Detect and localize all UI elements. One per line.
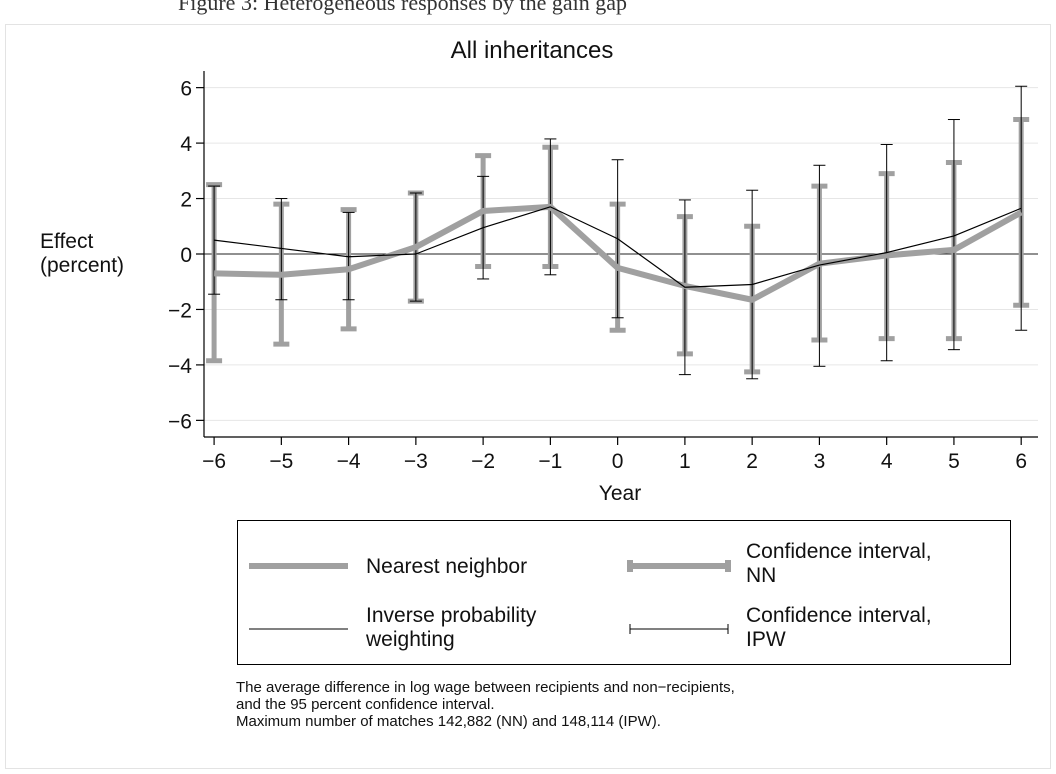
x-tick-label: 3	[814, 450, 826, 473]
x-tick-label: −1	[538, 450, 562, 473]
figure-caption: Figure 3: Heterogeneous responses by the…	[178, 0, 628, 15]
nn-line	[214, 203, 1023, 303]
y-tick-label: −4	[168, 355, 192, 378]
x-axis: −6 −5 −4 −3 −2 −1 0 1 2 3 4 5 6	[202, 436, 1038, 473]
ipw-ci	[342, 211, 355, 301]
legend-key-nn-ci	[627, 560, 731, 572]
note-line-3: Maximum number of matches 142,882 (NN) a…	[236, 713, 661, 730]
y-axis-label-line-1: Effect	[40, 230, 93, 253]
x-tick-label: 6	[1015, 450, 1027, 473]
legend-box	[237, 520, 1011, 665]
y-tick-label: 2	[180, 189, 192, 212]
y-tick-label: 6	[180, 78, 192, 101]
note-line-2: and the 95 percent confidence interval.	[236, 696, 495, 713]
y-axis: −6 −4 −2 0 2 4 6	[168, 71, 205, 437]
legend-label-ipw-ci-line-2: IPW	[746, 628, 786, 651]
x-axis-label: Year	[599, 482, 641, 505]
x-tick-label: −2	[471, 450, 495, 473]
legend-key-ipw-ci	[629, 624, 729, 634]
x-tick-label: 5	[948, 450, 960, 473]
legend-label-ipw-line-1: Inverse probability	[366, 604, 537, 627]
legend-label-nn-ci-line-2: NN	[746, 564, 776, 587]
x-tick-label: −3	[404, 450, 428, 473]
x-tick-label: 1	[679, 450, 691, 473]
y-tick-label: 0	[180, 244, 192, 267]
nn-line-group	[214, 203, 1023, 303]
x-tick-label: 0	[612, 450, 624, 473]
grid-lines	[204, 87, 1038, 421]
y-tick-label: 4	[180, 133, 192, 156]
ipw-ci	[275, 198, 288, 301]
ipw-line-group	[214, 206, 1022, 288]
ipw-confidence-intervals	[208, 85, 1028, 380]
x-tick-label: −5	[269, 450, 293, 473]
note-line-1: The average difference in log wage betwe…	[236, 679, 735, 696]
y-tick-label: −6	[168, 410, 192, 433]
y-tick-label: −2	[168, 299, 192, 322]
figure-caption-clipped: Figure 3: Heterogeneous responses by the…	[0, 0, 1056, 24]
chart-title: All inheritances	[451, 37, 614, 64]
legend-label-ipw-line-2: weighting	[365, 628, 455, 651]
legend-label-ipw-ci-line-1: Confidence interval,	[746, 604, 932, 627]
legend: Nearest neighbor Confidence interval, NN…	[237, 520, 1011, 665]
x-tick-label: −4	[337, 450, 361, 473]
legend-label-nn-ci-line-1: Confidence interval,	[746, 540, 932, 563]
x-tick-label: 2	[746, 450, 758, 473]
ipw-line	[214, 206, 1022, 288]
ipw-ci	[947, 119, 960, 351]
x-tick-label: 4	[881, 450, 893, 473]
legend-label-nn: Nearest neighbor	[366, 555, 527, 578]
x-tick-label: −6	[202, 450, 226, 473]
y-axis-label-line-2: (percent)	[40, 254, 124, 277]
